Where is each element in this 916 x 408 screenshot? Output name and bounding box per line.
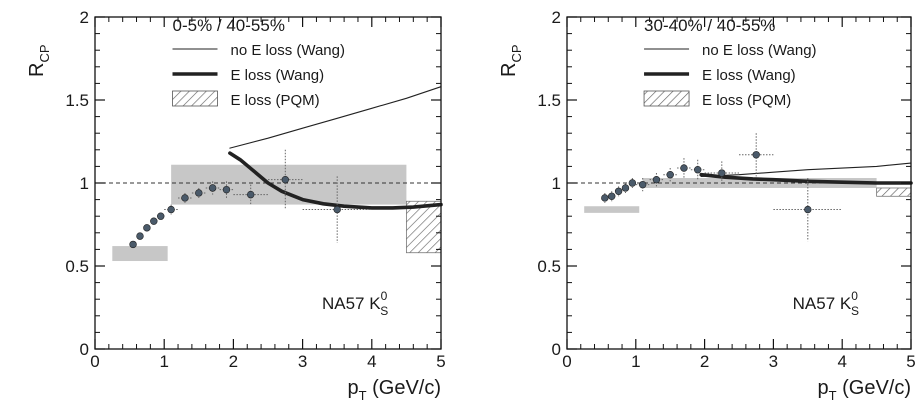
annotation-main: NA57 K [793, 294, 852, 313]
series-line-eloss-wang [699, 172, 913, 185]
legend-swatch-hatched [643, 90, 690, 107]
y-axis-label: RCP [498, 44, 524, 77]
y-tick-label: 1.5 [65, 91, 89, 110]
x-tick-label: 3 [298, 352, 307, 371]
x-tick-label: 4 [367, 352, 376, 371]
data-point [621, 184, 630, 192]
series-line-no-eloss-wang [229, 86, 442, 149]
y-axis-label-sub: CP [37, 44, 52, 62]
series-line-no-eloss-wang [700, 162, 912, 177]
data-point [195, 189, 203, 197]
data-point [694, 166, 702, 174]
annotation-sub: S [851, 304, 859, 318]
data-point [281, 175, 289, 184]
legend-label: E loss (Wang) [231, 67, 325, 84]
y-axis-label: RCP [26, 44, 52, 77]
y-tick-label: 2 [552, 8, 561, 27]
data-point [614, 187, 623, 196]
chart-panel-1: 0 1 2 3 4 5 0 0.5 1 1.5 2 pT (GeV/c) RCP 0-5% / 40-55… [26, 8, 446, 403]
data-point [222, 185, 231, 194]
x-tick-label: 4 [837, 352, 846, 371]
legend-label: no E loss (Wang) [231, 42, 346, 59]
y-tick-label: 0 [80, 340, 89, 359]
x-axis-label-main: p [347, 377, 358, 399]
annotation-sub: S [380, 304, 388, 318]
legend-label: no E loss (Wang) [702, 42, 817, 59]
legend-label: E loss (PQM) [231, 92, 320, 109]
data-point [208, 184, 217, 192]
data-point [718, 169, 726, 177]
x-tick-label: 2 [229, 352, 238, 371]
data-point [129, 240, 137, 249]
data-point [752, 151, 760, 159]
x-tick-label: 0 [562, 352, 571, 371]
y-tick-label: 1 [552, 174, 561, 193]
annotation-label: NA57 K0 S [322, 289, 388, 318]
legend-swatch-hatched [172, 90, 218, 107]
legend-label: E loss (PQM) [702, 92, 791, 109]
systematic-box [112, 246, 168, 262]
data-point [136, 232, 144, 240]
x-tick-label: 3 [769, 352, 778, 371]
legend-label: E loss (Wang) [702, 67, 796, 84]
x-axis-label-sub: T [359, 388, 367, 403]
annotation-main: NA57 K [322, 294, 381, 313]
x-tick-label: 5 [436, 352, 445, 371]
x-tick-label: 0 [90, 352, 99, 371]
data-point [157, 212, 165, 220]
x-axis-label-unit: (GeV/c) [367, 377, 441, 399]
x-axis-label-sub: T [829, 388, 837, 403]
data-point [601, 194, 609, 202]
data-point [652, 175, 661, 184]
x-tick-label: 1 [631, 352, 640, 371]
x-tick-label: 1 [159, 352, 168, 371]
data-point [804, 205, 812, 214]
data-point [680, 164, 688, 172]
y-tick-label: 0 [552, 340, 561, 359]
y-tick-label: 1 [80, 174, 89, 193]
x-axis-label: pT (GeV/c) [347, 377, 441, 403]
y-tick-label: 2 [80, 8, 89, 27]
x-axis-label-unit: (GeV/c) [837, 377, 911, 399]
data-point [628, 179, 637, 187]
y-tick-label: 0.5 [537, 257, 561, 276]
systematic-box [171, 164, 407, 205]
x-axis-label-main: p [817, 377, 828, 399]
data-point [608, 192, 616, 200]
data-point [666, 171, 674, 179]
systematic-box [584, 206, 640, 213]
data-point [150, 217, 158, 225]
annotation-sup: 0 [851, 289, 858, 303]
chart-title: 0-5% / 40-55% [173, 16, 285, 35]
chart-title: 30-40% / 40-55% [644, 16, 775, 35]
y-axis-label-main: R [498, 63, 520, 77]
y-axis-label-sub: CP [509, 44, 524, 62]
data-point [181, 194, 189, 202]
y-axis-label-main: R [26, 63, 48, 77]
y-tick-label: 1.5 [537, 91, 561, 110]
series-line-eloss-wang [228, 151, 443, 210]
pqm-hatched-band [405, 200, 442, 254]
data-point [333, 205, 341, 214]
annotation-sup: 0 [381, 289, 388, 303]
x-tick-label: 2 [700, 352, 709, 371]
data-point [638, 180, 647, 189]
data-point [143, 224, 151, 232]
chart-panel-2: 0 1 2 3 4 5 0 0.5 1 1.5 2 pT (GeV/c) RCP 30-40% / 40-… [498, 8, 916, 403]
data-point [167, 205, 175, 214]
annotation-label: NA57 K0 S [793, 289, 859, 318]
x-tick-label: 5 [906, 352, 915, 371]
data-point [247, 190, 255, 199]
x-axis-label: pT (GeV/c) [817, 377, 911, 403]
pqm-hatched-band [876, 187, 912, 197]
y-tick-label: 0.5 [65, 257, 89, 276]
